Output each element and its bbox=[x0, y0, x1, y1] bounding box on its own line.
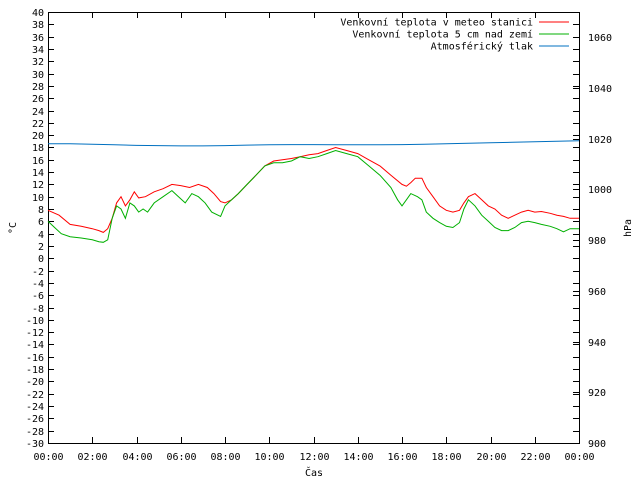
y-tick-label: 36 bbox=[32, 33, 44, 44]
y-tick-label: 28 bbox=[32, 82, 44, 93]
x-tick-label: 22:00 bbox=[520, 452, 550, 463]
y-tick-label: 40 bbox=[32, 8, 44, 19]
y2-tick-label: 900 bbox=[588, 439, 606, 450]
series-line-2 bbox=[48, 140, 580, 147]
legend-label-2: Atmosférický tlak bbox=[431, 41, 533, 53]
y-tick-label: 24 bbox=[32, 107, 44, 118]
legend-label-0: Venkovní teplota v meteo stanici bbox=[340, 17, 533, 29]
plot-frame bbox=[48, 12, 580, 444]
y-tick-label: -30 bbox=[26, 439, 44, 450]
y-tick-label: -10 bbox=[26, 316, 44, 327]
y-tick-label: -18 bbox=[26, 365, 44, 376]
y2-tick-label: 1020 bbox=[588, 135, 612, 146]
x-tick-label: 12:00 bbox=[299, 452, 329, 463]
y-tick-label: -16 bbox=[26, 353, 44, 364]
y-tick-label: 0 bbox=[38, 254, 44, 265]
y-tick-label: 38 bbox=[32, 20, 44, 31]
y-tick-label: -4 bbox=[32, 279, 44, 290]
x-tick-label: 18:00 bbox=[431, 452, 461, 463]
y2-axis-label: hPa bbox=[623, 219, 634, 237]
x-tick-label: 00:00 bbox=[564, 452, 594, 463]
legend-label-1: Venkovní teplota 5 cm nad zemí bbox=[352, 29, 533, 41]
y-tick-label: 26 bbox=[32, 94, 44, 105]
x-tick-label: 00:00 bbox=[33, 452, 63, 463]
y-tick-label: 18 bbox=[32, 143, 44, 154]
y-tick-label: -20 bbox=[26, 377, 44, 388]
y-tick-label: 2 bbox=[38, 242, 44, 253]
y2-tick-label: 1000 bbox=[588, 185, 612, 196]
x-tick-label: 06:00 bbox=[166, 452, 196, 463]
y-tick-label: 12 bbox=[32, 180, 44, 191]
y-tick-label: 4 bbox=[38, 230, 44, 241]
x-tick-label: 16:00 bbox=[387, 452, 417, 463]
y-axis-ticks: 4038363432302826242220181614121086420-2-… bbox=[26, 8, 579, 450]
y-tick-label: 32 bbox=[32, 57, 44, 68]
y-tick-label: -14 bbox=[26, 340, 44, 351]
series-group bbox=[47, 140, 580, 243]
y-tick-label: -22 bbox=[26, 390, 44, 401]
y-tick-label: -6 bbox=[32, 291, 44, 302]
y2-tick-label: 920 bbox=[588, 388, 606, 399]
x-tick-label: 14:00 bbox=[343, 452, 373, 463]
y-tick-label: 16 bbox=[32, 156, 44, 167]
y-axis-label: °C bbox=[8, 222, 19, 234]
y-tick-label: 14 bbox=[32, 168, 44, 179]
y2-tick-label: 940 bbox=[588, 338, 606, 349]
y-tick-label: 6 bbox=[38, 217, 44, 228]
x-axis-label: Čas bbox=[305, 466, 323, 479]
y2-tick-label: 1040 bbox=[588, 84, 612, 95]
x-tick-label: 10:00 bbox=[254, 452, 284, 463]
series-line-1 bbox=[47, 149, 579, 243]
x-tick-label: 20:00 bbox=[476, 452, 506, 463]
y2-axis-ticks: 1060 1040 1020 1000 980 960 940 920 900 bbox=[573, 33, 612, 450]
x-tick-label: 08:00 bbox=[210, 452, 240, 463]
y-tick-label: 30 bbox=[32, 70, 44, 81]
y-tick-label: 20 bbox=[32, 131, 44, 142]
y-tick-label: -26 bbox=[26, 414, 44, 425]
y2-tick-label: 960 bbox=[588, 287, 606, 298]
y-tick-label: -12 bbox=[26, 328, 44, 339]
series-line-0 bbox=[47, 146, 579, 233]
x-axis-ticks: 00:00 02:00 04:00 06:00 08:00 10:00 12:00 14:00… bbox=[33, 12, 595, 463]
y2-tick-label: 980 bbox=[588, 236, 606, 247]
y-tick-label: -28 bbox=[26, 427, 44, 438]
y-tick-label: 22 bbox=[32, 119, 44, 130]
y-tick-label: 8 bbox=[38, 205, 44, 216]
y2-tick-label: 1060 bbox=[588, 33, 612, 44]
y-tick-label: -2 bbox=[32, 267, 44, 278]
y-tick-label: 10 bbox=[32, 193, 44, 204]
x-tick-label: 04:00 bbox=[122, 452, 152, 463]
y-tick-label: 34 bbox=[32, 45, 44, 56]
y-tick-label: -8 bbox=[32, 304, 44, 315]
y-tick-label: -24 bbox=[26, 402, 44, 413]
legend: Venkovní teplota v meteo staniciVenkovní… bbox=[340, 17, 569, 53]
x-tick-label: 02:00 bbox=[77, 452, 107, 463]
